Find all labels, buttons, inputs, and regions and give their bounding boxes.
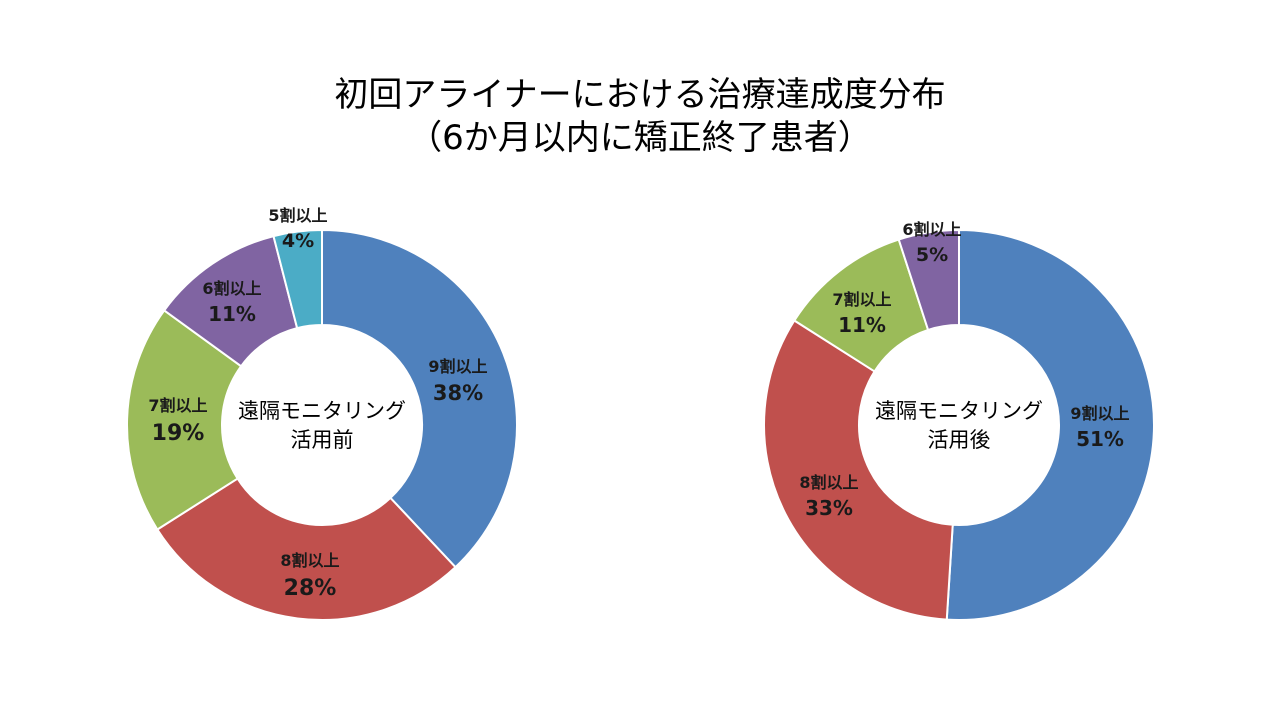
donut-2-slice-1-name: 9割以上 <box>1070 404 1129 423</box>
donut-2-center-label-1: 遠隔モニタリング <box>875 399 1043 423</box>
donut-1-slice-2-name: 8割以上 <box>280 551 339 570</box>
donut-chart-1: 9割以上 38% 8割以上 28% 7割以上 19% 6割以上 11% 5割以上 4% 遠隔モニタリ… <box>126 206 518 621</box>
donut-1-slice-3-name: 7割以上 <box>148 396 207 415</box>
donut-2-slice-3-name: 7割以上 <box>832 290 891 309</box>
chart-title: 初回アライナーにおける治療達成度分布 <box>334 75 946 115</box>
donut-1-slice-2 <box>155 477 457 621</box>
donut-1-slice-1-value: 38% <box>433 381 483 405</box>
donut-1-center-label-1: 遠隔モニタリング <box>238 399 406 423</box>
donut-2-slice-3-value: 11% <box>838 313 886 337</box>
donut-2-slice-1 <box>945 228 1155 621</box>
donut-1-slice-3-value: 19% <box>152 421 205 446</box>
chart-subtitle: （6か月以内に矯正終了患者） <box>408 118 872 158</box>
donut-2-slice-1-value: 51% <box>1076 427 1124 451</box>
donut-1-slice-1-name: 9割以上 <box>428 357 487 376</box>
donut-1-slice-4-name: 6割以上 <box>202 279 261 298</box>
donut-1-slice-1 <box>321 228 518 569</box>
donut-2-slice-2 <box>763 319 954 621</box>
donut-2-slice-4-name: 6割以上 <box>902 220 961 239</box>
donut-2-slice-2-name: 8割以上 <box>799 473 858 492</box>
donut-1-slice-5 <box>272 228 323 330</box>
donut-1-slice-2-value: 28% <box>284 576 337 601</box>
donut-2-slice-2-value: 33% <box>805 496 853 520</box>
donut-1-slice-4-value: 11% <box>208 302 256 326</box>
donut-1-slice-3 <box>126 308 243 531</box>
donut-2-slice-4-value: 5% <box>916 244 948 266</box>
donut-1-center-label-2: 活用前 <box>291 428 354 452</box>
donut-2-center-label-2: 活用後 <box>928 428 991 452</box>
donut-1-slice-5-value: 4% <box>282 230 314 252</box>
donut-1-slice-5-name: 5割以上 <box>268 206 327 225</box>
donut-2-slice-4 <box>897 228 960 332</box>
